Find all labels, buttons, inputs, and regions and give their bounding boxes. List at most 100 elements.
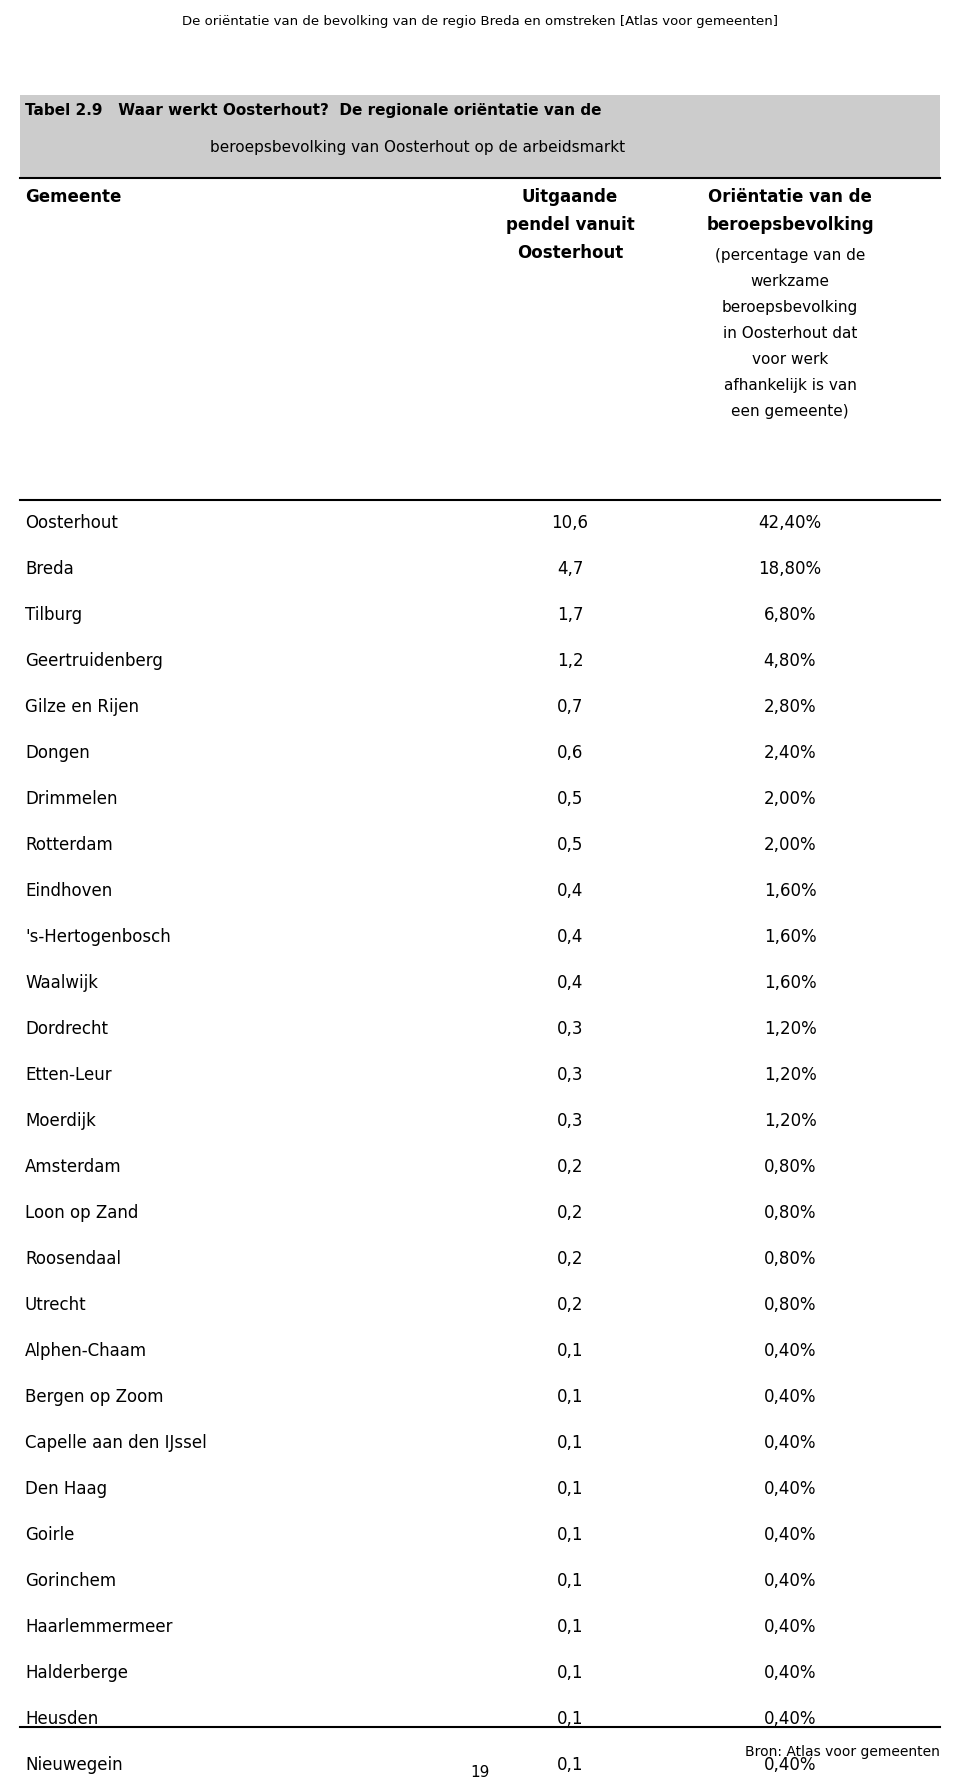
Text: 0,40%: 0,40% bbox=[764, 1388, 816, 1406]
Text: Haarlemmermeer: Haarlemmermeer bbox=[25, 1618, 173, 1636]
Text: Dordrecht: Dordrecht bbox=[25, 1020, 108, 1038]
Text: 0,1: 0,1 bbox=[557, 1756, 584, 1773]
Text: Gemeente: Gemeente bbox=[25, 188, 121, 205]
Text: 0,1: 0,1 bbox=[557, 1388, 584, 1406]
Text: 0,40%: 0,40% bbox=[764, 1709, 816, 1729]
Text: 0,1: 0,1 bbox=[557, 1341, 584, 1359]
Text: 0,2: 0,2 bbox=[557, 1297, 584, 1314]
Text: een gemeente): een gemeente) bbox=[732, 404, 849, 420]
Text: 0,1: 0,1 bbox=[557, 1709, 584, 1729]
Text: 1,60%: 1,60% bbox=[764, 882, 816, 900]
Text: 1,7: 1,7 bbox=[557, 605, 584, 623]
Text: 0,1: 0,1 bbox=[557, 1572, 584, 1590]
Text: 0,1: 0,1 bbox=[557, 1525, 584, 1545]
Text: 1,60%: 1,60% bbox=[764, 973, 816, 991]
Text: Eindhoven: Eindhoven bbox=[25, 882, 112, 900]
Text: 0,40%: 0,40% bbox=[764, 1572, 816, 1590]
Text: Tabel 2.9   Waar werkt Oosterhout?  De regionale oriëntatie van de: Tabel 2.9 Waar werkt Oosterhout? De regi… bbox=[25, 104, 602, 118]
Text: 0,5: 0,5 bbox=[557, 836, 583, 854]
Text: 0,4: 0,4 bbox=[557, 929, 583, 947]
Text: 0,3: 0,3 bbox=[557, 1066, 584, 1084]
Text: 4,7: 4,7 bbox=[557, 561, 583, 579]
Text: Roosendaal: Roosendaal bbox=[25, 1250, 121, 1268]
Text: Waalwijk: Waalwijk bbox=[25, 973, 98, 991]
Text: 0,80%: 0,80% bbox=[764, 1250, 816, 1268]
Text: Oosterhout: Oosterhout bbox=[25, 514, 118, 532]
Text: 0,40%: 0,40% bbox=[764, 1618, 816, 1636]
Text: 0,1: 0,1 bbox=[557, 1618, 584, 1636]
Text: beroepsbevolking: beroepsbevolking bbox=[722, 300, 858, 314]
Text: 4,80%: 4,80% bbox=[764, 652, 816, 670]
Text: Gorinchem: Gorinchem bbox=[25, 1572, 116, 1590]
Text: 0,2: 0,2 bbox=[557, 1250, 584, 1268]
Text: 1,20%: 1,20% bbox=[763, 1020, 816, 1038]
Text: 0,40%: 0,40% bbox=[764, 1481, 816, 1498]
Text: 18,80%: 18,80% bbox=[758, 561, 822, 579]
Text: in Oosterhout dat: in Oosterhout dat bbox=[723, 327, 857, 341]
Text: Amsterdam: Amsterdam bbox=[25, 1157, 122, 1175]
Text: 2,80%: 2,80% bbox=[764, 698, 816, 716]
Text: beroepsbevolking: beroepsbevolking bbox=[707, 216, 874, 234]
Text: afhankelijk is van: afhankelijk is van bbox=[724, 379, 856, 393]
Text: Goirle: Goirle bbox=[25, 1525, 74, 1545]
Text: Etten-Leur: Etten-Leur bbox=[25, 1066, 111, 1084]
Text: Drimmelen: Drimmelen bbox=[25, 789, 117, 807]
Text: voor werk: voor werk bbox=[752, 352, 828, 366]
Text: 0,4: 0,4 bbox=[557, 973, 583, 991]
Text: 0,80%: 0,80% bbox=[764, 1204, 816, 1222]
Text: 0,1: 0,1 bbox=[557, 1665, 584, 1682]
Text: 0,4: 0,4 bbox=[557, 882, 583, 900]
Text: 0,3: 0,3 bbox=[557, 1020, 584, 1038]
Text: 0,40%: 0,40% bbox=[764, 1341, 816, 1359]
Text: 0,1: 0,1 bbox=[557, 1434, 584, 1452]
Text: Alphen-Chaam: Alphen-Chaam bbox=[25, 1341, 147, 1359]
Text: 0,2: 0,2 bbox=[557, 1204, 584, 1222]
Text: Gilze en Rijen: Gilze en Rijen bbox=[25, 698, 139, 716]
Text: 1,20%: 1,20% bbox=[763, 1113, 816, 1131]
Bar bbox=[20, 95, 940, 179]
Text: Heusden: Heusden bbox=[25, 1709, 98, 1729]
Text: Den Haag: Den Haag bbox=[25, 1481, 108, 1498]
Text: Rotterdam: Rotterdam bbox=[25, 836, 112, 854]
Text: werkzame: werkzame bbox=[751, 273, 829, 289]
Text: Capelle aan den IJssel: Capelle aan den IJssel bbox=[25, 1434, 206, 1452]
Text: 6,80%: 6,80% bbox=[764, 605, 816, 623]
Text: 0,40%: 0,40% bbox=[764, 1525, 816, 1545]
Text: 2,40%: 2,40% bbox=[764, 745, 816, 763]
Text: 0,7: 0,7 bbox=[557, 698, 583, 716]
Text: Loon op Zand: Loon op Zand bbox=[25, 1204, 138, 1222]
Text: Utrecht: Utrecht bbox=[25, 1297, 86, 1314]
Text: 2,00%: 2,00% bbox=[764, 789, 816, 807]
Text: 0,40%: 0,40% bbox=[764, 1756, 816, 1773]
Text: Geertruidenberg: Geertruidenberg bbox=[25, 652, 163, 670]
Text: 0,80%: 0,80% bbox=[764, 1157, 816, 1175]
Text: Dongen: Dongen bbox=[25, 745, 89, 763]
Text: 0,6: 0,6 bbox=[557, 745, 583, 763]
Text: 0,80%: 0,80% bbox=[764, 1297, 816, 1314]
Text: Halderberge: Halderberge bbox=[25, 1665, 128, 1682]
Text: Moerdijk: Moerdijk bbox=[25, 1113, 96, 1131]
Text: Uitgaande: Uitgaande bbox=[522, 188, 618, 205]
Text: 2,00%: 2,00% bbox=[764, 836, 816, 854]
Text: 10,6: 10,6 bbox=[551, 514, 588, 532]
Text: Nieuwegein: Nieuwegein bbox=[25, 1756, 123, 1773]
Text: 19: 19 bbox=[470, 1765, 490, 1781]
Text: Oosterhout: Oosterhout bbox=[516, 245, 623, 263]
Text: 1,2: 1,2 bbox=[557, 652, 584, 670]
Text: 0,5: 0,5 bbox=[557, 789, 583, 807]
Text: 0,40%: 0,40% bbox=[764, 1434, 816, 1452]
Text: 1,20%: 1,20% bbox=[763, 1066, 816, 1084]
Text: pendel vanuit: pendel vanuit bbox=[506, 216, 635, 234]
Text: 0,3: 0,3 bbox=[557, 1113, 584, 1131]
Text: 0,2: 0,2 bbox=[557, 1157, 584, 1175]
Text: Bergen op Zoom: Bergen op Zoom bbox=[25, 1388, 163, 1406]
Text: Bron: Atlas voor gemeenten: Bron: Atlas voor gemeenten bbox=[745, 1745, 940, 1759]
Text: 's-Hertogenbosch: 's-Hertogenbosch bbox=[25, 929, 171, 947]
Text: 1,60%: 1,60% bbox=[764, 929, 816, 947]
Text: Oriëntatie van de: Oriëntatie van de bbox=[708, 188, 872, 205]
Text: Breda: Breda bbox=[25, 561, 74, 579]
Text: Tilburg: Tilburg bbox=[25, 605, 83, 623]
Text: 0,1: 0,1 bbox=[557, 1481, 584, 1498]
Text: De oriëntatie van de bevolking van de regio Breda en omstreken [Atlas voor gemee: De oriëntatie van de bevolking van de re… bbox=[182, 14, 778, 29]
Text: beroepsbevolking van Oosterhout op de arbeidsmarkt: beroepsbevolking van Oosterhout op de ar… bbox=[210, 139, 625, 155]
